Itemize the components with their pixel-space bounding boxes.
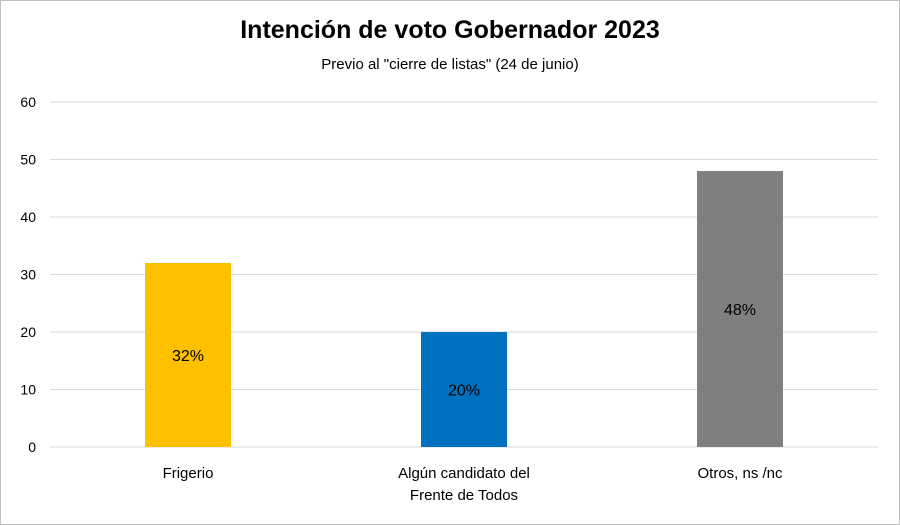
chart-subtitle: Previo al "cierre de listas" (24 de juni…: [321, 56, 579, 73]
category-label: Algún candidato del: [398, 465, 530, 482]
y-tick-label: 0: [28, 439, 36, 455]
data-label: 48%: [724, 302, 756, 319]
chart-title: Intención de voto Gobernador 2023: [240, 16, 660, 44]
data-label: 20%: [448, 383, 480, 400]
y-axis-tick-labels: 0 10 20 30 40 50 60: [20, 94, 36, 455]
bar: [145, 263, 231, 447]
x-axis-category-labels: Frigerio Algún candidato del Frente de Tod…: [163, 465, 783, 504]
category-label: Frente de Todos: [410, 487, 518, 504]
category-label: Frigerio: [163, 465, 214, 482]
y-tick-label: 60: [20, 94, 36, 110]
y-tick-label: 10: [20, 382, 36, 398]
y-tick-label: 40: [20, 209, 36, 225]
y-tick-label: 30: [20, 267, 36, 283]
data-labels: 32% 20% 48%: [172, 302, 756, 400]
y-tick-label: 20: [20, 324, 36, 340]
bar: [421, 332, 507, 447]
y-tick-label: 50: [20, 152, 36, 168]
category-label: Otros, ns /nc: [697, 465, 783, 482]
bars: [145, 171, 783, 447]
bar: [697, 171, 783, 447]
data-label: 32%: [172, 348, 204, 365]
